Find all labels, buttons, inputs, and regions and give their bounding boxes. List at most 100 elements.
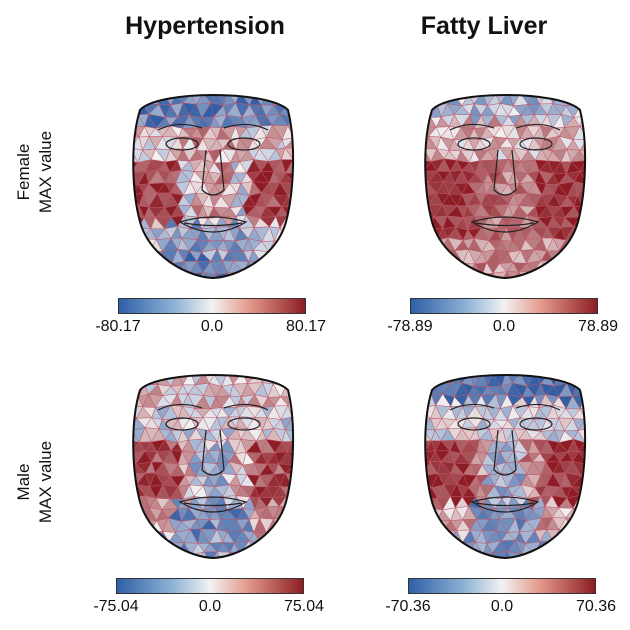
mesh-triangle: [292, 147, 294, 160]
mesh-triangle: [118, 386, 124, 395]
mesh-triangle: [163, 95, 177, 96]
mesh-triangle: [280, 249, 294, 262]
mesh-triangle: [253, 543, 269, 554]
mesh-triangle: [118, 196, 123, 207]
mesh-triangle: [119, 171, 130, 182]
mesh-triangle: [118, 450, 124, 463]
mesh-triangle: [586, 372, 597, 385]
mesh-triangle: [577, 552, 586, 558]
mesh-triangle: [170, 95, 186, 96]
mesh-triangle: [437, 272, 448, 278]
mesh-triangle: [425, 272, 431, 278]
mesh-triangle: [462, 95, 477, 96]
mesh-triangle: [300, 405, 308, 417]
mesh-triangle: [410, 531, 411, 543]
face-mesh: [118, 363, 308, 558]
mesh-triangle: [133, 240, 138, 252]
mesh-triangle: [574, 364, 586, 375]
mesh-triangle: [294, 227, 306, 240]
mesh-triangle: [410, 126, 422, 137]
mesh-triangle: [410, 385, 412, 395]
colorbar-max-label: 75.04: [283, 598, 325, 615]
mesh-triangle: [118, 541, 126, 552]
mesh-triangle: [275, 271, 286, 278]
mesh-triangle: [572, 263, 585, 275]
mesh-triangle: [410, 160, 415, 171]
mesh-triangle: [590, 183, 600, 194]
mesh-triangle: [171, 551, 184, 558]
mesh-triangle: [285, 239, 294, 251]
mesh-triangle: [139, 82, 152, 94]
mesh-triangle: [305, 496, 308, 509]
mesh-triangle: [441, 272, 455, 278]
mesh-triangle: [155, 263, 173, 274]
mesh-triangle: [583, 506, 586, 520]
face-outline: [132, 374, 295, 560]
colorbar-male-fatty-liver: [408, 578, 596, 594]
mesh-triangle: [246, 552, 263, 558]
feature-mouth: [178, 496, 248, 513]
mesh-triangle: [248, 375, 260, 376]
mesh-triangle: [299, 383, 308, 396]
mesh-triangle: [118, 216, 119, 229]
mesh-triangle: [587, 453, 599, 464]
row-label-male-line2: MAX value: [36, 440, 55, 524]
column-title-hypertension: Hypertension: [125, 12, 285, 40]
mesh-triangle: [118, 171, 126, 182]
mesh-triangle: [274, 260, 287, 273]
mesh-triangle: [440, 95, 455, 96]
mesh-triangle: [253, 272, 270, 278]
mesh-triangle: [462, 551, 474, 558]
mesh-triangle: [133, 383, 140, 398]
mesh-triangle: [299, 373, 308, 386]
mesh-triangle: [300, 114, 308, 128]
mesh-triangle: [259, 363, 275, 374]
mesh-triangle: [118, 496, 132, 510]
mesh-triangle: [417, 362, 428, 374]
mesh-triangle: [133, 551, 145, 558]
feature-brow-left: [157, 123, 203, 131]
mesh-triangle: [118, 106, 124, 115]
feature-nose: [493, 149, 517, 196]
mesh-triangle: [410, 182, 415, 196]
mesh-triangle: [590, 416, 600, 430]
mesh-triangle: [145, 250, 157, 264]
mesh-triangle: [576, 375, 586, 385]
colorbar-mid-label: 0.0: [492, 318, 516, 335]
mesh-triangle: [292, 551, 294, 558]
colorbar-labels-female-fatty-liver: -78.89 0.0 78.89: [387, 318, 618, 338]
mesh-triangle: [411, 82, 423, 93]
mesh-triangle: [245, 272, 261, 278]
mesh-triangle: [560, 261, 574, 275]
mesh-triangle: [410, 495, 417, 510]
mesh-triangle: [599, 462, 600, 476]
mesh-triangle: [286, 375, 294, 386]
mesh-triangle: [133, 542, 140, 553]
mesh-triangle: [552, 540, 567, 553]
mesh-triangle: [302, 475, 308, 485]
mesh-triangle: [578, 451, 586, 465]
mesh-triangle: [423, 82, 436, 92]
mesh-triangle: [133, 271, 139, 278]
mesh-triangle: [425, 528, 437, 545]
mesh-triangle: [579, 364, 592, 372]
mesh-triangle: [118, 137, 120, 148]
mesh-triangle: [425, 362, 436, 374]
mesh-triangle: [584, 519, 586, 531]
mesh-triangle: [591, 250, 600, 264]
mesh-triangle: [284, 472, 294, 488]
mesh-triangle: [410, 362, 411, 371]
mesh-triangle: [292, 194, 294, 208]
mesh-triangle: [579, 530, 586, 544]
mesh-triangle: [170, 274, 183, 278]
mesh-triangle: [307, 405, 308, 418]
mesh-triangle: [476, 82, 488, 93]
mesh-triangle: [410, 137, 415, 150]
mesh-triangle: [118, 137, 125, 148]
mesh-triangle: [301, 496, 308, 508]
mesh-triangle: [539, 553, 555, 558]
feature-eye-left: [457, 417, 491, 431]
mesh-triangle: [448, 542, 463, 553]
mesh-triangle: [295, 250, 307, 262]
mesh-triangle: [298, 204, 308, 219]
